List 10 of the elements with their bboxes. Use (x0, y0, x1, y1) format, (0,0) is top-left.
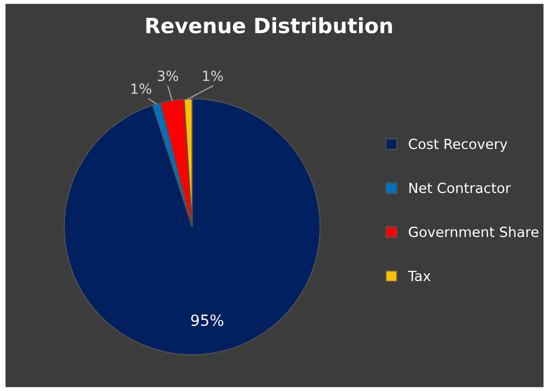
data-label: 3% (158, 70, 178, 82)
legend-label: Government Share (408, 226, 538, 238)
data-label: 1% (131, 83, 152, 94)
legend-label: Net Contractor (409, 182, 511, 194)
data-label: 1% (203, 70, 223, 82)
data-label: 95% (191, 314, 224, 326)
legend-label: Tax (408, 270, 431, 282)
chart-title: Revenue Distribution (146, 17, 392, 34)
pie-slice (64, 98, 321, 356)
legend-label: Cost Recovery (408, 138, 508, 152)
